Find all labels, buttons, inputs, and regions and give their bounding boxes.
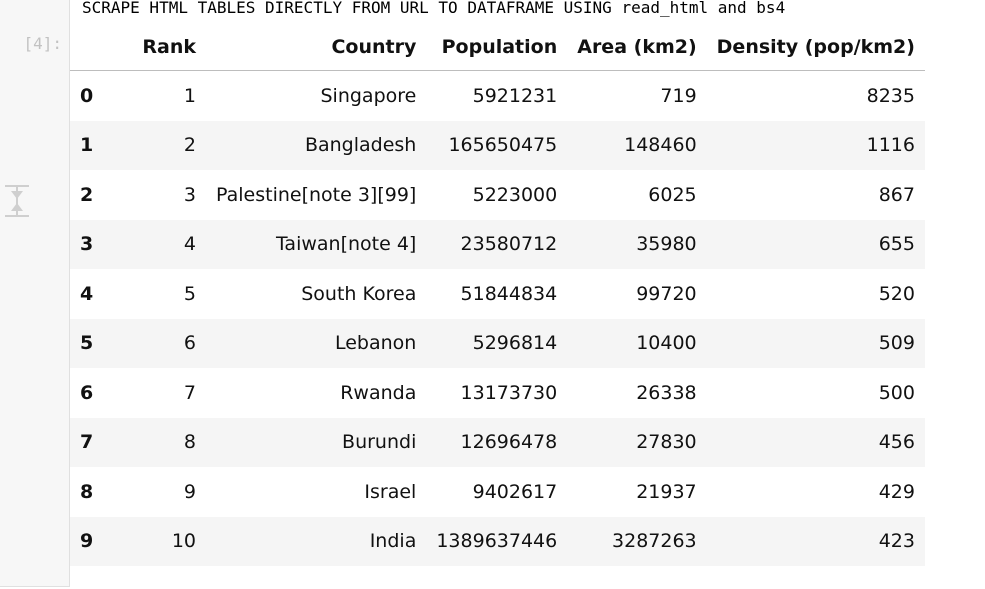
- execution-prompt: [4]:: [23, 34, 62, 53]
- row-index: 3: [80, 233, 94, 256]
- area-cell: 10400: [636, 332, 697, 355]
- population-cell: 5921231: [472, 84, 558, 107]
- rank-cell: 8: [183, 431, 196, 454]
- density-cell: 867: [878, 183, 915, 206]
- population-cell: 12696478: [460, 431, 558, 454]
- population-cell: 13173730: [460, 381, 558, 404]
- rank-cell: 9: [183, 480, 196, 503]
- table-row: 1 2 Bangladesh 165650475 148460 1116: [70, 120, 925, 170]
- population-cell: 5223000: [472, 183, 558, 206]
- table-row: 3 4 Taiwan[note 4] 23580712 35980 655: [70, 219, 925, 269]
- country-cell: Rwanda: [340, 381, 417, 404]
- rank-cell: 6: [183, 332, 196, 355]
- rank-cell: 10: [171, 530, 196, 553]
- output-gutter: [0, 0, 70, 587]
- population-cell: 1389637446: [436, 530, 558, 553]
- population-cell: 9402617: [472, 480, 558, 503]
- density-cell: 520: [878, 282, 915, 305]
- area-cell: 21937: [636, 480, 697, 503]
- country-header: Country: [206, 23, 427, 71]
- table-row: 0 1 Singapore 5921231 719 8235: [70, 71, 925, 121]
- area-cell: 3287263: [612, 530, 697, 553]
- rank-cell: 3: [183, 183, 196, 206]
- row-index: 0: [80, 84, 94, 107]
- country-cell: Palestine[note 3][99]: [216, 183, 417, 206]
- density-cell: 8235: [866, 84, 915, 107]
- population-cell: 51844834: [460, 282, 558, 305]
- rank-cell: 2: [183, 134, 196, 157]
- table-row: 6 7 Rwanda 13173730 26338 500: [70, 368, 925, 418]
- country-cell: South Korea: [301, 282, 417, 305]
- collapse-output-icon[interactable]: [4, 183, 30, 219]
- rank-cell: 7: [183, 381, 196, 404]
- row-index: 2: [80, 183, 94, 206]
- density-cell: 429: [878, 480, 915, 503]
- area-cell: 148460: [624, 134, 697, 157]
- dataframe-table: Rank Country Population Area (km2) Densi…: [70, 23, 925, 566]
- table-header-row: Rank Country Population Area (km2) Densi…: [70, 23, 925, 71]
- rank-cell: 4: [183, 233, 196, 256]
- row-index: 7: [80, 431, 94, 454]
- rank-header: Rank: [111, 23, 206, 71]
- area-cell: 26338: [636, 381, 697, 404]
- rank-cell: 5: [183, 282, 196, 305]
- country-cell: Lebanon: [334, 332, 417, 355]
- table-row: 5 6 Lebanon 5296814 10400 509: [70, 318, 925, 368]
- country-cell: Bangladesh: [304, 134, 417, 157]
- row-index: 4: [80, 282, 94, 305]
- density-cell: 423: [878, 530, 915, 553]
- table-row: 8 9 Israel 9402617 21937 429: [70, 467, 925, 517]
- area-header: Area (km2): [567, 23, 707, 71]
- table-row: 4 5 South Korea 51844834 99720 520: [70, 269, 925, 319]
- print-output-title: SCRAPE HTML TABLES DIRECTLY FROM URL TO …: [82, 0, 786, 17]
- table-row: 7 8 Burundi 12696478 27830 456: [70, 417, 925, 467]
- country-cell: Israel: [364, 480, 417, 503]
- country-cell: Taiwan[note 4]: [275, 233, 417, 256]
- density-cell: 1116: [866, 134, 915, 157]
- index-header: [70, 23, 111, 71]
- area-cell: 35980: [636, 233, 697, 256]
- area-cell: 27830: [636, 431, 697, 454]
- population-cell: 5296814: [472, 332, 558, 355]
- country-cell: Burundi: [342, 431, 417, 454]
- row-index: 8: [80, 480, 94, 503]
- gutter-bottom-border: [0, 586, 69, 587]
- population-cell: 23580712: [460, 233, 558, 256]
- table-row: 9 10 India 1389637446 3287263 423: [70, 516, 925, 566]
- row-index: 1: [80, 134, 94, 157]
- country-cell: Singapore: [320, 84, 417, 107]
- rank-cell: 1: [183, 84, 196, 107]
- density-cell: 655: [878, 233, 915, 256]
- area-cell: 6025: [648, 183, 697, 206]
- row-index: 9: [80, 530, 94, 553]
- area-cell: 99720: [636, 282, 697, 305]
- row-index: 6: [80, 381, 94, 404]
- area-cell: 719: [660, 84, 697, 107]
- density-cell: 456: [878, 431, 915, 454]
- population-cell: 165650475: [448, 134, 558, 157]
- population-header: Population: [426, 23, 568, 71]
- density-header: Density (pop/km2): [706, 23, 925, 71]
- row-index: 5: [80, 332, 94, 355]
- country-cell: India: [369, 530, 417, 553]
- table-row: 2 3 Palestine[note 3][99] 5223000 6025 8…: [70, 170, 925, 220]
- density-cell: 509: [878, 332, 915, 355]
- density-cell: 500: [878, 381, 915, 404]
